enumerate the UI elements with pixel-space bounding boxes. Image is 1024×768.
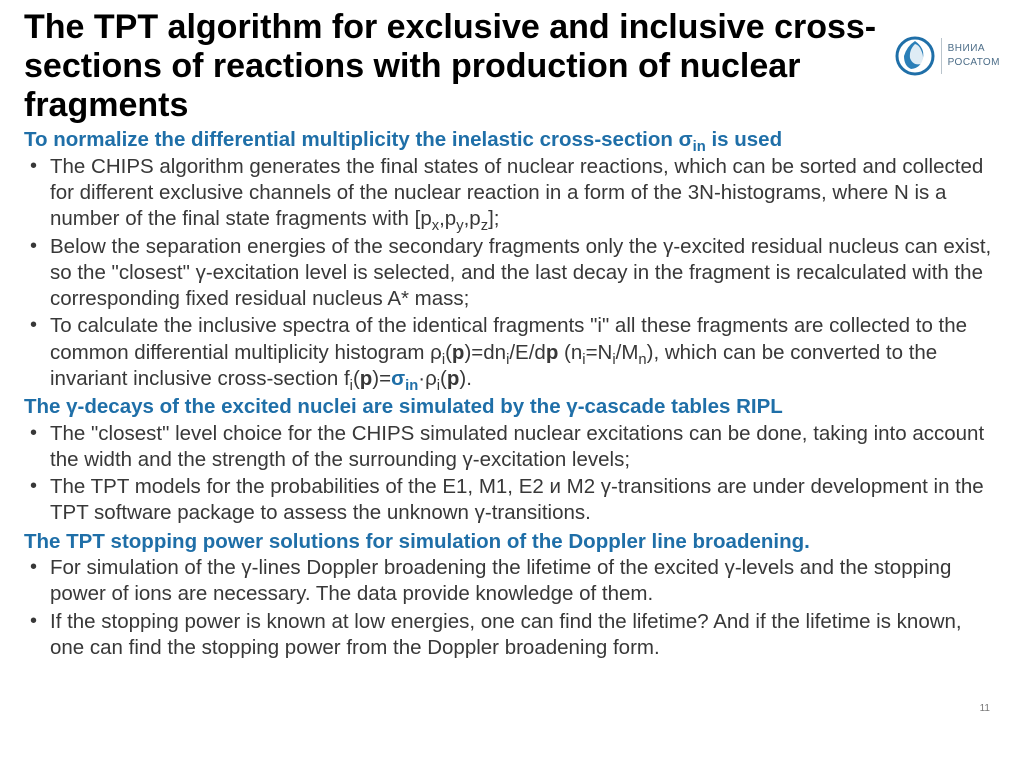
org-logo: ВНИИА РОСАТОМ [895, 36, 1000, 76]
section-heading-3: The TPT stopping power solutions for sim… [24, 529, 1000, 555]
logo-text: ВНИИА РОСАТОМ [948, 42, 1000, 70]
list-item: Below the separation energies of the sec… [24, 234, 1000, 313]
slide-title: The TPT algorithm for exclusive and incl… [24, 8, 887, 125]
rosatom-logo-icon [895, 36, 935, 76]
page-number: 11 [980, 703, 990, 714]
section-heading-2: The γ-decays of the excited nuclei are s… [24, 394, 1000, 420]
list-item: For simulation of the γ-lines Doppler br… [24, 555, 1000, 607]
logo-divider [941, 38, 942, 74]
list-item: The TPT models for the probabilities of … [24, 474, 1000, 526]
bullet-list-2: The "closest" level choice for the CHIPS… [24, 421, 1000, 527]
list-item: To calculate the inclusive spectra of th… [24, 313, 1000, 392]
list-item: If the stopping power is known at low en… [24, 609, 1000, 661]
bullet-list-1: The CHIPS algorithm generates the final … [24, 154, 1000, 392]
section-heading-1: To normalize the differential multiplici… [24, 127, 1000, 153]
bullet-list-3: For simulation of the γ-lines Doppler br… [24, 555, 1000, 661]
logo-text-line2: РОСАТОМ [948, 56, 1000, 70]
logo-text-line1: ВНИИА [948, 42, 1000, 56]
list-item: The "closest" level choice for the CHIPS… [24, 421, 1000, 473]
list-item: The CHIPS algorithm generates the final … [24, 154, 1000, 233]
